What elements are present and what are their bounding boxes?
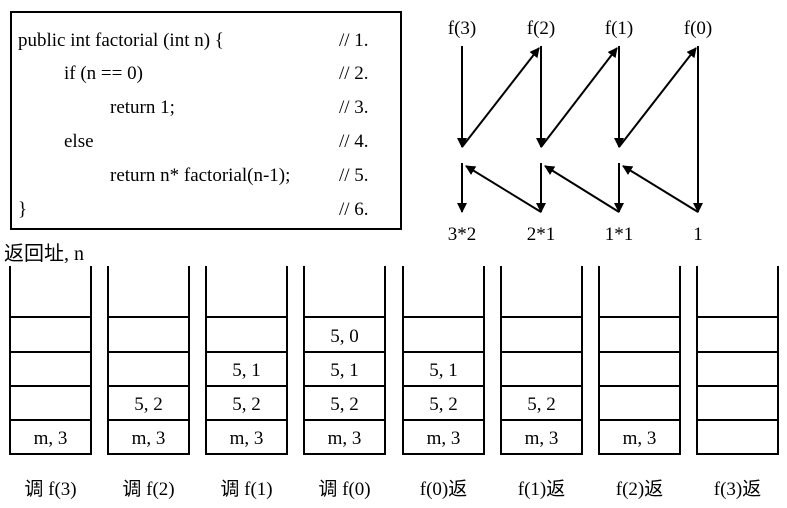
stack-frame-2: m, 3 5, 2 调 f(2): [107, 266, 190, 500]
stack-outline: [500, 266, 583, 455]
stack-frame-8: f(3)返: [696, 266, 779, 500]
stack-slot-value: 5, 1: [429, 360, 458, 381]
stack-frames: m, 3 调 f(3) m, 3 5, 2 调 f(2) m, 3 5, 2 5, 1 调 f(…: [9, 266, 779, 500]
stack-caption: f(0)返: [420, 478, 467, 500]
stack-slot-value: 5, 1: [232, 360, 261, 381]
stack-slot-value: m, 3: [34, 428, 68, 449]
result-label-1: 1: [693, 224, 703, 245]
result-label-3x2: 3*2: [448, 224, 477, 245]
stack-outline: [303, 266, 386, 455]
stack-caption: 调 f(3): [24, 478, 76, 500]
return-arrow-f2: [465, 165, 542, 213]
code-comment-2: // 2.: [339, 63, 369, 84]
call-label-f1: f(1): [605, 18, 633, 39]
stack-frame-7: m, 3 f(2)返: [598, 266, 681, 500]
stack-frame-6: m, 3 5, 2 f(1)返: [500, 266, 583, 500]
stack-caption: 调 f(1): [220, 478, 272, 500]
stack-outline: [696, 266, 779, 455]
stack-slot-value: 5, 1: [330, 360, 359, 381]
code-comment-4: // 4.: [339, 131, 369, 152]
code-line-1: public int factorial (int n) {: [18, 30, 224, 51]
stack-slot-value: 5, 2: [330, 394, 359, 415]
stack-slot-value: 5, 2: [429, 394, 458, 415]
call-arrow-up-to-f1: [540, 47, 618, 148]
stack-outline: [205, 266, 288, 455]
result-label-1x1: 1*1: [605, 224, 634, 245]
stack-caption: 调 f(0): [318, 478, 370, 500]
stack-slot-value: m, 3: [132, 428, 166, 449]
return-arrow-f0: [622, 165, 699, 213]
stack-frame-1: m, 3 调 f(3): [9, 266, 92, 500]
stack-caption: f(3)返: [714, 478, 761, 500]
result-label-2x1: 2*1: [527, 224, 556, 245]
call-label-f2: f(2): [527, 18, 555, 39]
code-comment-1: // 1.: [339, 30, 369, 51]
code-comment-3: // 3.: [339, 97, 369, 118]
stack-outline: [598, 266, 681, 455]
stack-slot-value: 5, 2: [527, 394, 556, 415]
stack-outline: [9, 266, 92, 455]
return-address-label: 返回址, n: [4, 243, 84, 265]
code-comment-5: // 5.: [339, 165, 369, 186]
call-label-f3: f(3): [448, 18, 476, 39]
code-line-3: return 1;: [110, 97, 175, 118]
stack-slot-value: m, 3: [427, 428, 461, 449]
stack-frame-3: m, 3 5, 2 5, 1 调 f(1): [205, 266, 288, 500]
stack-slot-value: m, 3: [230, 428, 264, 449]
stack-frame-5: m, 3 5, 2 5, 1 f(0)返: [402, 266, 485, 500]
code-line-2: if (n == 0): [64, 63, 143, 84]
stack-outline: [402, 266, 485, 455]
stack-frame-4: m, 3 5, 2 5, 1 5, 0 调 f(0): [303, 266, 386, 500]
stack-slot-value: 5, 2: [134, 394, 163, 415]
stack-outline: [107, 266, 190, 455]
stack-slot-value: m, 3: [328, 428, 362, 449]
stack-caption: f(2)返: [616, 478, 663, 500]
call-arrow-up-to-f2: [461, 47, 540, 148]
call-label-f0: f(0): [684, 18, 712, 39]
code-listing-box: public int factorial (int n) { // 1. if …: [10, 11, 402, 230]
stack-slot-value: 5, 0: [330, 326, 359, 347]
stack-slot-value: m, 3: [525, 428, 559, 449]
stack-caption: 调 f(2): [122, 478, 174, 500]
code-comment-6: // 6.: [339, 199, 369, 220]
code-line-5: return n* factorial(n-1);: [110, 165, 291, 186]
stack-slot-value: 5, 2: [232, 394, 261, 415]
code-line-6: }: [18, 199, 28, 220]
return-arrow-f1: [544, 165, 620, 213]
stack-slot-value: m, 3: [623, 428, 657, 449]
code-line-4: else: [64, 131, 94, 152]
call-arrow-up-to-f0: [618, 47, 697, 148]
stack-caption: f(1)返: [518, 478, 565, 500]
